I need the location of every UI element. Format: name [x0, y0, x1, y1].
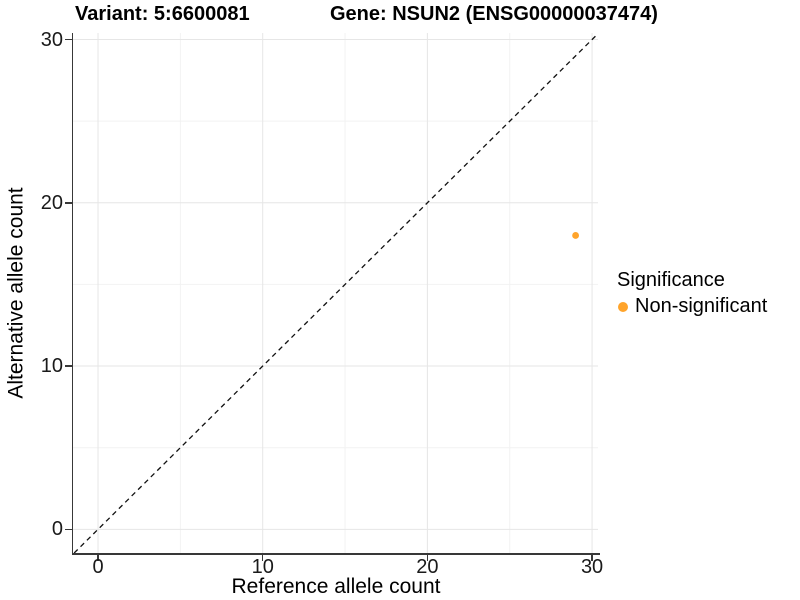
legend-title: Significance	[617, 269, 725, 291]
gene-title: Gene: NSUN2 (ENSG00000037474)	[330, 3, 658, 25]
y-tick-label: 30	[40, 28, 63, 51]
y-tick-label: 0	[51, 518, 63, 541]
y-tick-mark	[65, 202, 72, 204]
y-axis-line	[71, 33, 73, 555]
y-axis-label: Alternative allele count	[4, 187, 28, 399]
identity-line	[73, 33, 598, 553]
x-tick-mark	[261, 554, 264, 561]
plot-canvas	[73, 33, 598, 553]
legend-item-label: Non-significant	[635, 295, 768, 317]
legend-point-icon	[618, 301, 628, 312]
plot-panel	[73, 33, 598, 553]
y-tick-mark	[65, 528, 72, 531]
variant-title: Variant: 5:6600081	[75, 3, 250, 25]
x-tick-label: 20	[416, 556, 439, 578]
y-tick-mark	[65, 365, 72, 367]
x-tick-label: 10	[251, 556, 274, 578]
x-tick-mark	[97, 554, 99, 561]
y-tick-mark	[65, 38, 72, 41]
legend-items: Non-significant	[612, 295, 767, 318]
x-tick-mark	[426, 554, 429, 561]
data-point	[572, 232, 580, 239]
y-tick-label: 10	[40, 355, 63, 378]
x-axis-label: Reference allele count	[231, 575, 441, 598]
x-tick-mark	[591, 554, 593, 561]
y-tick-label: 20	[40, 191, 63, 214]
x-tick-label: 30	[580, 556, 604, 578]
legend-item: Non-significant	[612, 295, 767, 318]
x-axis-line	[71, 553, 600, 555]
legend: Significance Non-significant	[612, 269, 767, 318]
x-tick-label: 0	[92, 556, 104, 578]
